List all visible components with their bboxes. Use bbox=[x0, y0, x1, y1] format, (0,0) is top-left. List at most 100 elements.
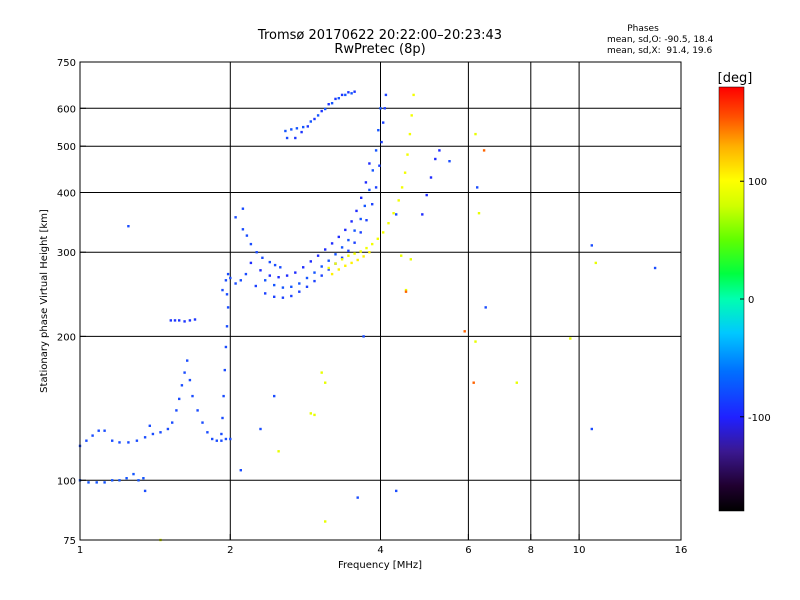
data-point bbox=[313, 413, 316, 417]
data-point bbox=[653, 266, 657, 270]
data-point bbox=[330, 242, 334, 245]
data-point bbox=[400, 254, 403, 257]
data-point bbox=[377, 129, 380, 132]
data-point bbox=[404, 288, 408, 292]
data-point bbox=[273, 394, 276, 398]
data-point bbox=[337, 268, 340, 271]
x-tick-label: 2 bbox=[227, 545, 233, 556]
data-point bbox=[298, 290, 301, 293]
data-point bbox=[268, 274, 271, 277]
data-point bbox=[347, 249, 350, 252]
data-point bbox=[298, 282, 301, 285]
data-point bbox=[371, 242, 374, 246]
data-point bbox=[474, 340, 477, 343]
data-point bbox=[201, 421, 204, 424]
data-point bbox=[239, 279, 242, 282]
data-point bbox=[290, 294, 293, 298]
data-point bbox=[397, 199, 400, 202]
data-point bbox=[438, 149, 441, 152]
data-point bbox=[137, 479, 140, 482]
data-point bbox=[300, 130, 303, 134]
data-point bbox=[206, 431, 209, 434]
data-point bbox=[384, 93, 388, 97]
data-point bbox=[103, 429, 106, 432]
data-point bbox=[180, 384, 184, 387]
data-point bbox=[277, 450, 280, 453]
data-point bbox=[173, 319, 177, 322]
data-point bbox=[380, 140, 383, 144]
data-point bbox=[97, 429, 100, 432]
data-point bbox=[474, 132, 477, 136]
data-point bbox=[359, 217, 362, 221]
data-point bbox=[403, 171, 407, 174]
data-point bbox=[245, 234, 249, 237]
data-point bbox=[294, 136, 297, 140]
data-point bbox=[249, 242, 253, 246]
data-point bbox=[429, 176, 433, 179]
data-point bbox=[244, 272, 248, 276]
data-point bbox=[285, 136, 289, 140]
data-point bbox=[368, 162, 371, 165]
data-point bbox=[302, 266, 305, 269]
stats-x-line: mean, sd,X: 91.4, 19.6 bbox=[607, 46, 713, 56]
data-point bbox=[103, 481, 106, 484]
data-point bbox=[392, 212, 395, 215]
data-point bbox=[284, 129, 287, 133]
data-point bbox=[356, 258, 359, 262]
data-point bbox=[211, 437, 214, 441]
data-point bbox=[223, 368, 226, 372]
data-point bbox=[421, 213, 424, 216]
data-point bbox=[448, 160, 451, 163]
data-point bbox=[320, 274, 323, 277]
data-point bbox=[320, 109, 323, 113]
data-point bbox=[340, 93, 344, 97]
data-point bbox=[188, 319, 192, 322]
data-point bbox=[371, 203, 374, 206]
data-point bbox=[590, 244, 593, 247]
data-point bbox=[295, 127, 299, 130]
data-point bbox=[410, 114, 413, 117]
data-point bbox=[350, 92, 353, 95]
data-point bbox=[143, 489, 147, 493]
data-point bbox=[350, 220, 353, 223]
data-point bbox=[347, 254, 350, 257]
data-point bbox=[125, 477, 128, 480]
data-point bbox=[382, 231, 385, 234]
y-tick-label: 500 bbox=[57, 142, 76, 153]
data-point bbox=[334, 253, 337, 256]
data-point bbox=[175, 409, 178, 412]
y-tick-label: 600 bbox=[57, 104, 76, 115]
data-point bbox=[225, 293, 229, 296]
data-point bbox=[337, 235, 340, 239]
data-point bbox=[359, 231, 362, 234]
data-point bbox=[330, 272, 334, 276]
data-point bbox=[360, 196, 363, 199]
data-point bbox=[383, 107, 386, 110]
data-point bbox=[362, 335, 365, 338]
data-point bbox=[400, 186, 404, 189]
data-point bbox=[376, 237, 379, 240]
data-point bbox=[111, 479, 114, 482]
y-tick-label: 750 bbox=[57, 58, 76, 69]
data-point bbox=[327, 103, 330, 106]
data-point bbox=[365, 219, 368, 222]
data-point bbox=[347, 91, 350, 94]
data-point bbox=[290, 128, 293, 131]
colorbar bbox=[718, 86, 745, 512]
data-point bbox=[132, 472, 135, 476]
data-point bbox=[340, 256, 344, 259]
data-point bbox=[313, 271, 316, 274]
data-point bbox=[305, 285, 309, 288]
data-point bbox=[255, 251, 258, 254]
stats-heading: Phases bbox=[627, 24, 659, 34]
data-point bbox=[374, 186, 378, 189]
data-point bbox=[363, 204, 366, 208]
data-point bbox=[353, 229, 356, 232]
data-point bbox=[368, 188, 371, 192]
data-point bbox=[183, 371, 186, 374]
data-point bbox=[569, 337, 572, 340]
data-point bbox=[379, 107, 382, 110]
data-point bbox=[241, 207, 245, 210]
y-tick-label: 300 bbox=[57, 248, 76, 259]
data-point bbox=[374, 149, 378, 152]
